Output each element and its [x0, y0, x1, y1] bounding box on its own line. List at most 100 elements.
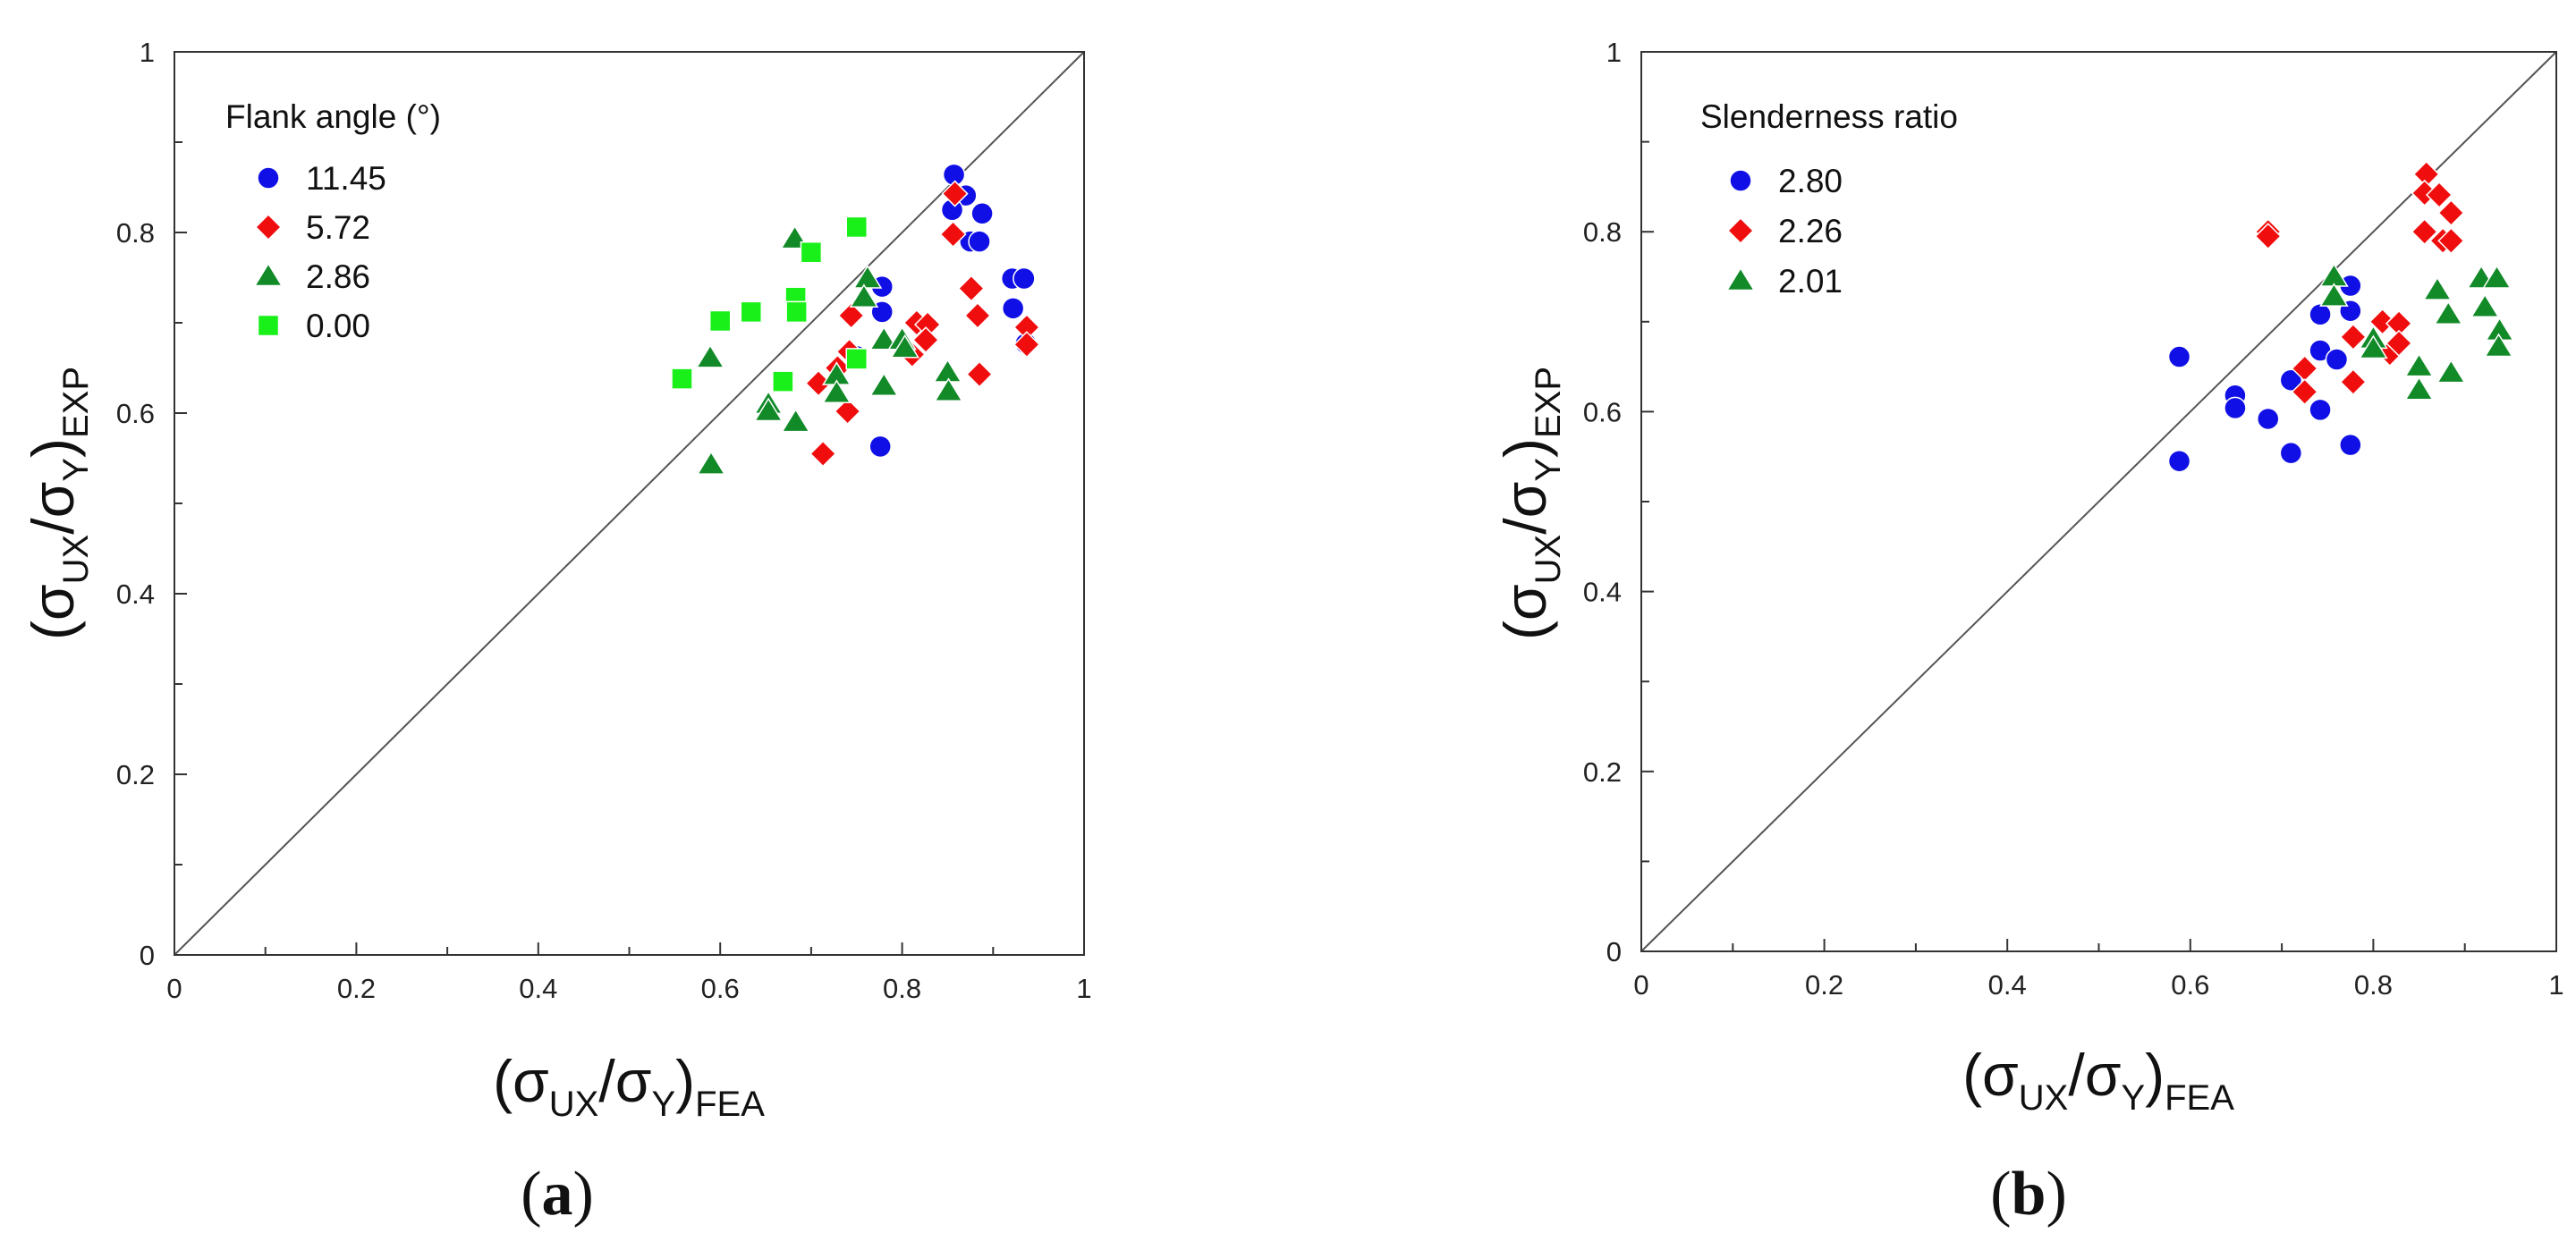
data-point-diamond — [2291, 378, 2318, 406]
x-tick-label: 0.2 — [337, 973, 376, 1004]
y-tick-label: 0.6 — [116, 398, 155, 429]
legend-marker-triangle — [253, 262, 284, 287]
legend-marker-diamond — [1726, 216, 1755, 245]
reference-line-a — [174, 51, 1085, 956]
x-tick-label: 1 — [1076, 973, 1091, 1004]
data-point-triangle — [2319, 283, 2349, 307]
data-point-diamond — [2385, 329, 2413, 358]
data-point-circle — [2167, 345, 2191, 368]
x-tick-label: 0.8 — [2354, 969, 2393, 1001]
reference-line-b — [1640, 51, 2557, 952]
legend-marker-circle — [1729, 169, 1752, 192]
data-point-diamond — [2425, 181, 2453, 209]
data-point-square — [845, 215, 868, 239]
data-point-square — [785, 300, 808, 324]
data-point-circle — [869, 435, 892, 459]
data-point-circle — [2279, 441, 2303, 465]
data-point-circle — [2224, 396, 2247, 420]
y-tick-label: 0.4 — [1583, 577, 1622, 608]
legend-items-b: 2.80 2.26 2.01 — [1725, 163, 1843, 300]
data-point-diamond — [941, 180, 969, 207]
legend-marker-triangle — [1725, 266, 1756, 291]
data-point-diamond — [957, 274, 985, 302]
data-point-diamond — [911, 326, 940, 354]
data-point-triangle — [2436, 359, 2466, 384]
panel-b: 0 0.2 0.4 0.6 0.8 1 0 0.2 0.4 0.6 0.8 1 Slenderness… — [1492, 37, 2564, 1229]
data-point-triangle — [849, 283, 879, 308]
points-a — [671, 163, 1040, 475]
x-tick-label: 1 — [2548, 969, 2563, 1001]
data-point-triangle — [822, 379, 852, 404]
x-tick-label: 0.6 — [701, 973, 740, 1004]
data-point-circle — [2339, 433, 2362, 457]
data-point-square — [671, 367, 693, 390]
data-point-circle — [2325, 348, 2349, 371]
data-point-diamond — [965, 360, 994, 388]
legend-label: 2.26 — [1778, 213, 1843, 249]
data-point-triangle — [934, 377, 963, 402]
x-axis-label-b: (σUX/σY)FEA — [1962, 1042, 2234, 1118]
y-tick-label: 0.4 — [116, 579, 155, 610]
legend-items-a: 11.45 5.72 2.86 0.00 — [253, 160, 386, 344]
y-tick-label: 1 — [1606, 37, 1622, 68]
x-tick-label: 0 — [1633, 969, 1648, 1001]
data-point-circle — [968, 230, 991, 253]
data-point-triangle — [2404, 376, 2434, 401]
y-tick-label: 0.8 — [1583, 216, 1622, 248]
x-tick-label: 0.4 — [519, 973, 557, 1004]
data-point-triangle — [852, 265, 883, 289]
legend-a: Flank angle (°) 11.45 5.72 2.86 0.00 — [225, 98, 441, 344]
legend-marker-diamond — [254, 213, 283, 241]
legend-title-a: Flank angle (°) — [225, 98, 441, 135]
data-point-triangle — [2404, 352, 2434, 377]
data-point-triangle — [2470, 293, 2500, 317]
y-tick-label: 0 — [1606, 936, 1622, 967]
legend-label: 5.72 — [306, 209, 370, 246]
legend-b: Slenderness ratio 2.80 2.26 2.01 — [1700, 98, 1958, 300]
panel-a: 0 0.2 0.4 0.6 0.8 1 0 0.2 0.4 0.6 0.8 1 Flank angle… — [20, 37, 1092, 1229]
data-point-triangle — [696, 451, 726, 475]
data-point-circle — [2309, 303, 2332, 326]
legend-label: 2.01 — [1778, 263, 1843, 300]
data-point-circle — [2309, 398, 2332, 422]
data-point-triangle — [695, 343, 725, 368]
data-point-triangle — [2433, 300, 2463, 325]
data-point-square — [772, 370, 794, 393]
legend-label: 2.86 — [306, 258, 370, 295]
y-axis-label-a: (σUX/σY)EXP — [20, 367, 96, 640]
x-tick-label: 0.8 — [883, 973, 921, 1004]
x-tick-label: 0.6 — [2171, 969, 2209, 1001]
data-point-triangle — [781, 408, 810, 433]
x-tick-label: 0.2 — [1805, 969, 1843, 1001]
data-point-circle — [2257, 407, 2280, 431]
data-point-square — [740, 300, 763, 324]
y-axis-label-b: (σUX/σY)EXP — [1492, 367, 1568, 640]
data-point-diamond — [2254, 223, 2282, 250]
data-point-circle — [1013, 266, 1036, 291]
data-point-diamond — [2368, 308, 2396, 335]
data-point-diamond — [837, 301, 865, 329]
data-point-diamond — [963, 301, 992, 329]
data-point-circle — [970, 202, 994, 225]
data-point-diamond — [2437, 199, 2465, 227]
legend-label: 11.45 — [306, 160, 386, 197]
y-tick-label: 0 — [140, 940, 155, 971]
data-point-diamond — [2411, 218, 2438, 246]
panel-label-a: (a) — [521, 1160, 594, 1229]
panel-label-b: (b) — [1990, 1160, 2067, 1229]
data-point-circle — [2279, 368, 2303, 392]
data-point-diamond — [1013, 331, 1040, 359]
ticks-a: 0 0.2 0.4 0.6 0.8 1 0 0.2 0.4 0.6 0.8 1 — [116, 37, 1092, 1004]
ticks-b: 0 0.2 0.4 0.6 0.8 1 0 0.2 0.4 0.6 0.8 1 — [1583, 37, 2564, 1001]
legend-title-b: Slenderness ratio — [1700, 98, 1958, 135]
data-point-diamond — [809, 440, 837, 468]
y-tick-label: 0.2 — [1583, 756, 1622, 788]
legend-label: 0.00 — [306, 308, 370, 344]
data-point-square — [845, 348, 868, 370]
data-point-triangle — [2482, 265, 2512, 289]
y-tick-label: 0.2 — [116, 759, 155, 790]
data-point-circle — [1001, 297, 1025, 320]
x-tick-label: 0 — [166, 973, 182, 1004]
data-point-triangle — [890, 334, 919, 359]
